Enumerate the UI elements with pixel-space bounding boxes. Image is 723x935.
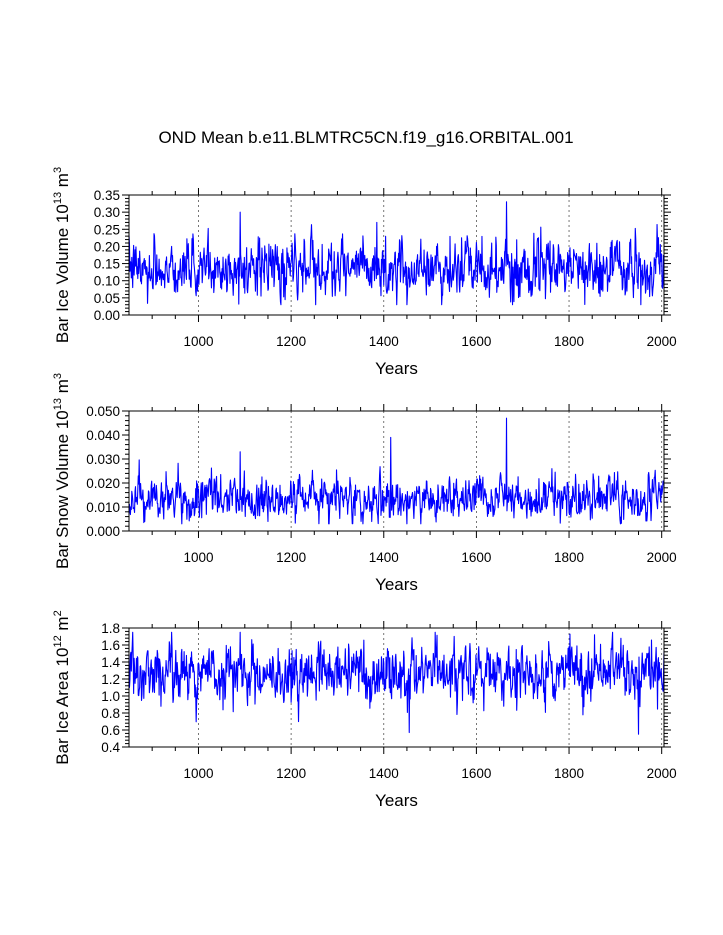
panels: 1000 1200 1400 1600 1800 2000 0.00 0.05 0.10 0.15… — [52, 167, 677, 810]
y-axis-title-exponent: 12 — [52, 635, 64, 647]
x-tick-label: 1200 — [276, 334, 306, 349]
y-tick-label: 0.35 — [94, 188, 120, 203]
y-axis-title-unit-exponent: 3 — [52, 167, 64, 173]
y-axis-title-unit-exponent: 3 — [52, 373, 64, 379]
x-tick-label: 1200 — [276, 550, 306, 565]
x-axis-title: Years — [375, 575, 418, 594]
x-tick-label: 1000 — [183, 766, 213, 781]
x-tick-label: 1800 — [554, 550, 584, 565]
y-tick-label: 0.8 — [101, 706, 120, 721]
y-tick-label: 1.4 — [101, 655, 120, 670]
x-axis-title: Years — [375, 359, 418, 378]
x-tick-label: 1000 — [183, 550, 213, 565]
chart-title: OND Mean b.e11.BLMTRC5CN.f19_g16.ORBITAL… — [158, 128, 573, 147]
y-axis-title-unit: m — [53, 379, 72, 398]
y-axis-title: Bar Snow Volume 1013 m3 — [52, 373, 72, 569]
y-tick-label: 0.050 — [86, 404, 120, 419]
x-tick-label: 1400 — [369, 334, 399, 349]
y-tick-label: 0.15 — [94, 257, 120, 272]
plot-frame — [128, 410, 665, 532]
y-axis-title-base: Bar Ice Volume 10 — [53, 204, 72, 343]
x-tick-label: 1800 — [554, 334, 584, 349]
plot-frame — [128, 627, 665, 748]
y-tick-label: 0.20 — [94, 239, 120, 254]
y-axis-title-base: Bar Ice Area 10 — [53, 648, 72, 765]
y-tick-label: 1.6 — [101, 638, 120, 653]
y-axis-title-base: Bar Snow Volume 10 — [53, 410, 72, 569]
y-tick-label: 0.000 — [86, 524, 120, 539]
plot-frame — [128, 194, 665, 316]
y-tick-label: 1.0 — [101, 689, 120, 704]
x-tick-label: 1400 — [369, 550, 399, 565]
x-tick-label: 2000 — [647, 550, 677, 565]
x-tick-label: 1200 — [276, 766, 306, 781]
x-tick-label: 1800 — [554, 766, 584, 781]
panel-3: 1000 1200 1400 1600 1800 2000 0.4 0.6 0.8 1.0 1.2 1… — [52, 610, 677, 810]
x-tick-label: 1600 — [461, 550, 491, 565]
y-tick-label: 1.2 — [101, 672, 120, 687]
y-tick-label: 0.30 — [94, 205, 120, 220]
y-axis-title: Bar Ice Volume 1013 m3 — [52, 167, 72, 343]
x-tick-label: 2000 — [647, 334, 677, 349]
y-tick-label: 0.10 — [94, 274, 120, 289]
y-tick-label: 0.25 — [94, 222, 120, 237]
y-tick-label: 1.8 — [101, 621, 120, 636]
y-tick-label: 0.05 — [94, 291, 120, 306]
x-tick-label: 1400 — [369, 766, 399, 781]
y-tick-label: 0.6 — [101, 723, 120, 738]
y-axis-title-exponent: 13 — [52, 398, 64, 410]
x-axis-title: Years — [375, 791, 418, 810]
series-line — [128, 631, 665, 735]
y-tick-label: 0.00 — [94, 308, 120, 323]
y-axis-title-unit: m — [53, 173, 72, 192]
y-tick-label: 0.010 — [86, 500, 120, 515]
y-axis-title-unit: m — [53, 616, 72, 635]
y-tick-label: 0.020 — [86, 476, 120, 491]
y-axis-title-unit-exponent: 2 — [52, 610, 64, 616]
x-tick-label: 1600 — [461, 334, 491, 349]
y-tick-label: 0.030 — [86, 452, 120, 467]
y-axis-title: Bar Ice Area 1012 m2 — [52, 610, 72, 764]
y-axis-title-exponent: 13 — [52, 192, 64, 204]
y-tick-label: 0.4 — [101, 740, 120, 755]
panel-1: 1000 1200 1400 1600 1800 2000 0.00 0.05 0.10 0.15… — [52, 167, 677, 378]
series-line — [128, 201, 665, 306]
x-tick-label: 1000 — [183, 334, 213, 349]
series-line — [128, 417, 665, 525]
panel-2: 1000 1200 1400 1600 1800 2000 0.000 0.010 0.020 0… — [52, 373, 677, 594]
y-tick-label: 0.040 — [86, 428, 120, 443]
x-tick-label: 2000 — [647, 766, 677, 781]
x-tick-label: 1600 — [461, 766, 491, 781]
